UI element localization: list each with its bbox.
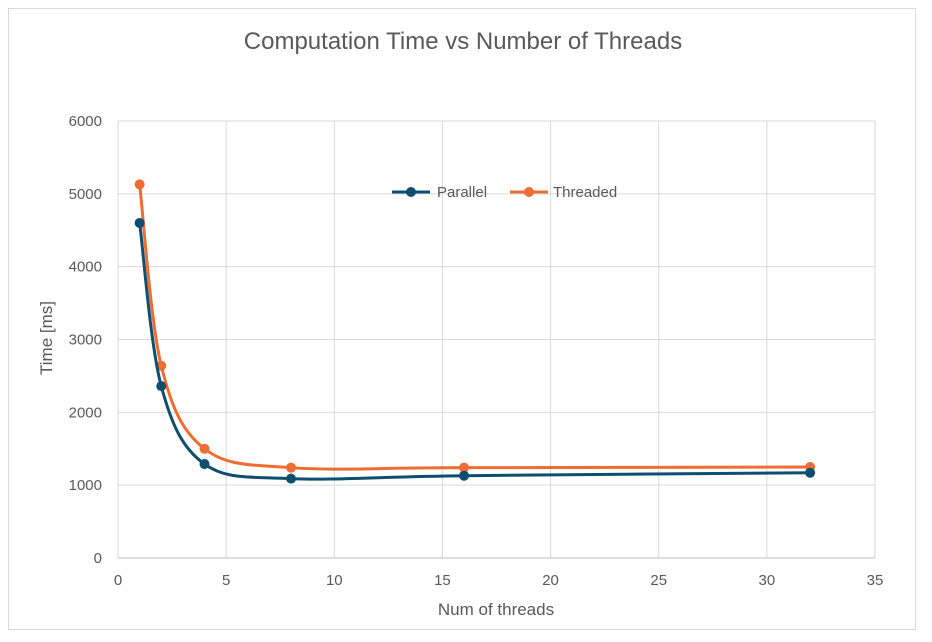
y-tick-label: 2000 <box>69 404 102 421</box>
x-tick-label: 30 <box>759 572 776 589</box>
data-point-parallel <box>459 470 470 481</box>
y-tick-label: 6000 <box>69 113 102 130</box>
y-tick-label: 0 <box>94 550 102 567</box>
data-point-parallel <box>134 217 145 228</box>
data-point-threaded <box>459 462 470 473</box>
legend-marker-parallel <box>406 187 416 197</box>
legend-item-parallel: Parallel <box>392 184 487 201</box>
x-tick-label: 35 <box>867 572 884 589</box>
legend-item-threaded: Threaded <box>510 184 617 201</box>
legend-label-threaded: Threaded <box>553 184 617 201</box>
x-tick-label: 20 <box>542 572 559 589</box>
data-point-parallel <box>805 467 816 478</box>
data-point-threaded <box>199 443 210 454</box>
y-axis-label: Time [ms] <box>37 301 56 375</box>
y-tick-label: 4000 <box>69 259 102 276</box>
legend-marker-threaded <box>524 187 534 197</box>
x-tick-label: 10 <box>326 572 343 589</box>
data-point-parallel <box>156 381 167 392</box>
series-line-threaded <box>138 184 811 471</box>
x-axis-label: Num of threads <box>438 600 554 619</box>
x-tick-label: 25 <box>650 572 667 589</box>
data-point-parallel <box>286 473 297 484</box>
tick-labels: 0 5 10 15 20 25 30 35 0 1000 2000 3000 4000 5000 6000 <box>69 113 884 589</box>
series-layer <box>134 179 816 484</box>
chart-frame <box>8 8 916 630</box>
legend: Parallel Threaded <box>392 184 617 201</box>
x-tick-label: 5 <box>222 572 230 589</box>
x-tick-label: 0 <box>114 572 122 589</box>
gridlines <box>118 120 876 558</box>
y-tick-label: 5000 <box>69 186 102 203</box>
y-tick-label: 1000 <box>69 477 102 494</box>
axes <box>117 121 875 559</box>
x-tick-label: 15 <box>434 572 451 589</box>
data-point-threaded <box>286 462 297 473</box>
chart-title: Computation Time vs Number of Threads <box>244 28 682 55</box>
data-point-parallel <box>199 459 210 470</box>
data-point-threaded <box>134 179 145 190</box>
series-line-parallel <box>138 222 811 481</box>
legend-label-parallel: Parallel <box>437 184 487 201</box>
y-tick-label: 3000 <box>69 332 102 349</box>
